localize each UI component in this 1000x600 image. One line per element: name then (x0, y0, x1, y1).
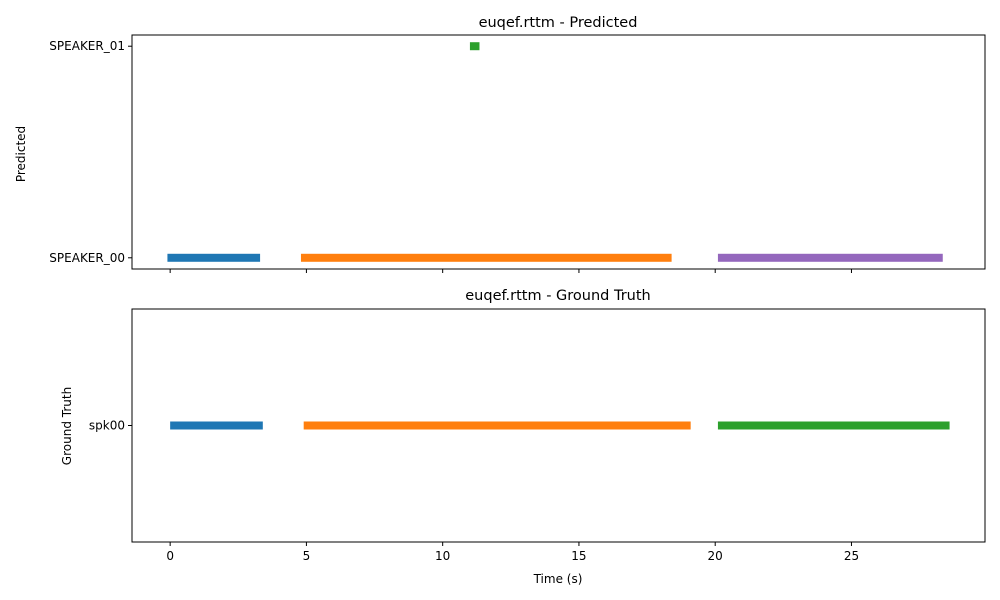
predicted-segment-2 (469, 42, 480, 51)
ground-truth-plot-frame (131, 308, 986, 543)
ground-truth-ytick-label-spk00: spk00 (89, 419, 125, 433)
predicted-plot-frame (131, 34, 986, 270)
ground-truth-subplot: euqef.rttm - Ground Truth Ground Truth T… (60, 288, 986, 586)
predicted-segment-0 (167, 253, 261, 262)
predicted-subplot: euqef.rttm - Predicted Predicted SPEAKER… (14, 15, 986, 273)
predicted-ylabel: Predicted (14, 126, 28, 182)
ground-truth-xtick-label-0: 0 (166, 549, 174, 563)
predicted-segment-1 (300, 253, 672, 262)
ground-truth-y-ticks: spk00 (89, 419, 132, 433)
predicted-ytick-label-speaker-00: SPEAKER_00 (49, 251, 125, 265)
predicted-title: euqef.rttm - Predicted (479, 15, 638, 31)
ground-truth-xtick-label-5: 5 (303, 549, 311, 563)
ground-truth-segment-1 (303, 421, 691, 430)
ground-truth-segments (170, 421, 950, 430)
ground-truth-ylabel: Ground Truth (60, 387, 74, 465)
ground-truth-xtick-label-15: 15 (571, 549, 586, 563)
predicted-x-ticks (169, 269, 852, 273)
predicted-segment-3 (717, 253, 943, 262)
predicted-y-ticks: SPEAKER_00 SPEAKER_01 (49, 39, 132, 265)
ground-truth-xtick-label-10: 10 (435, 549, 450, 563)
predicted-segments (167, 42, 943, 262)
ground-truth-segment-0 (170, 421, 263, 430)
ground-truth-x-ticks: 0 5 10 15 20 25 (166, 542, 859, 563)
x-axis-label: Time (s) (533, 572, 583, 586)
ground-truth-xtick-label-25: 25 (844, 549, 859, 563)
predicted-ytick-label-speaker-01: SPEAKER_01 (49, 39, 125, 53)
ground-truth-segment-2 (717, 421, 950, 430)
ground-truth-title: euqef.rttm - Ground Truth (465, 288, 651, 304)
ground-truth-xtick-label-20: 20 (708, 549, 723, 563)
